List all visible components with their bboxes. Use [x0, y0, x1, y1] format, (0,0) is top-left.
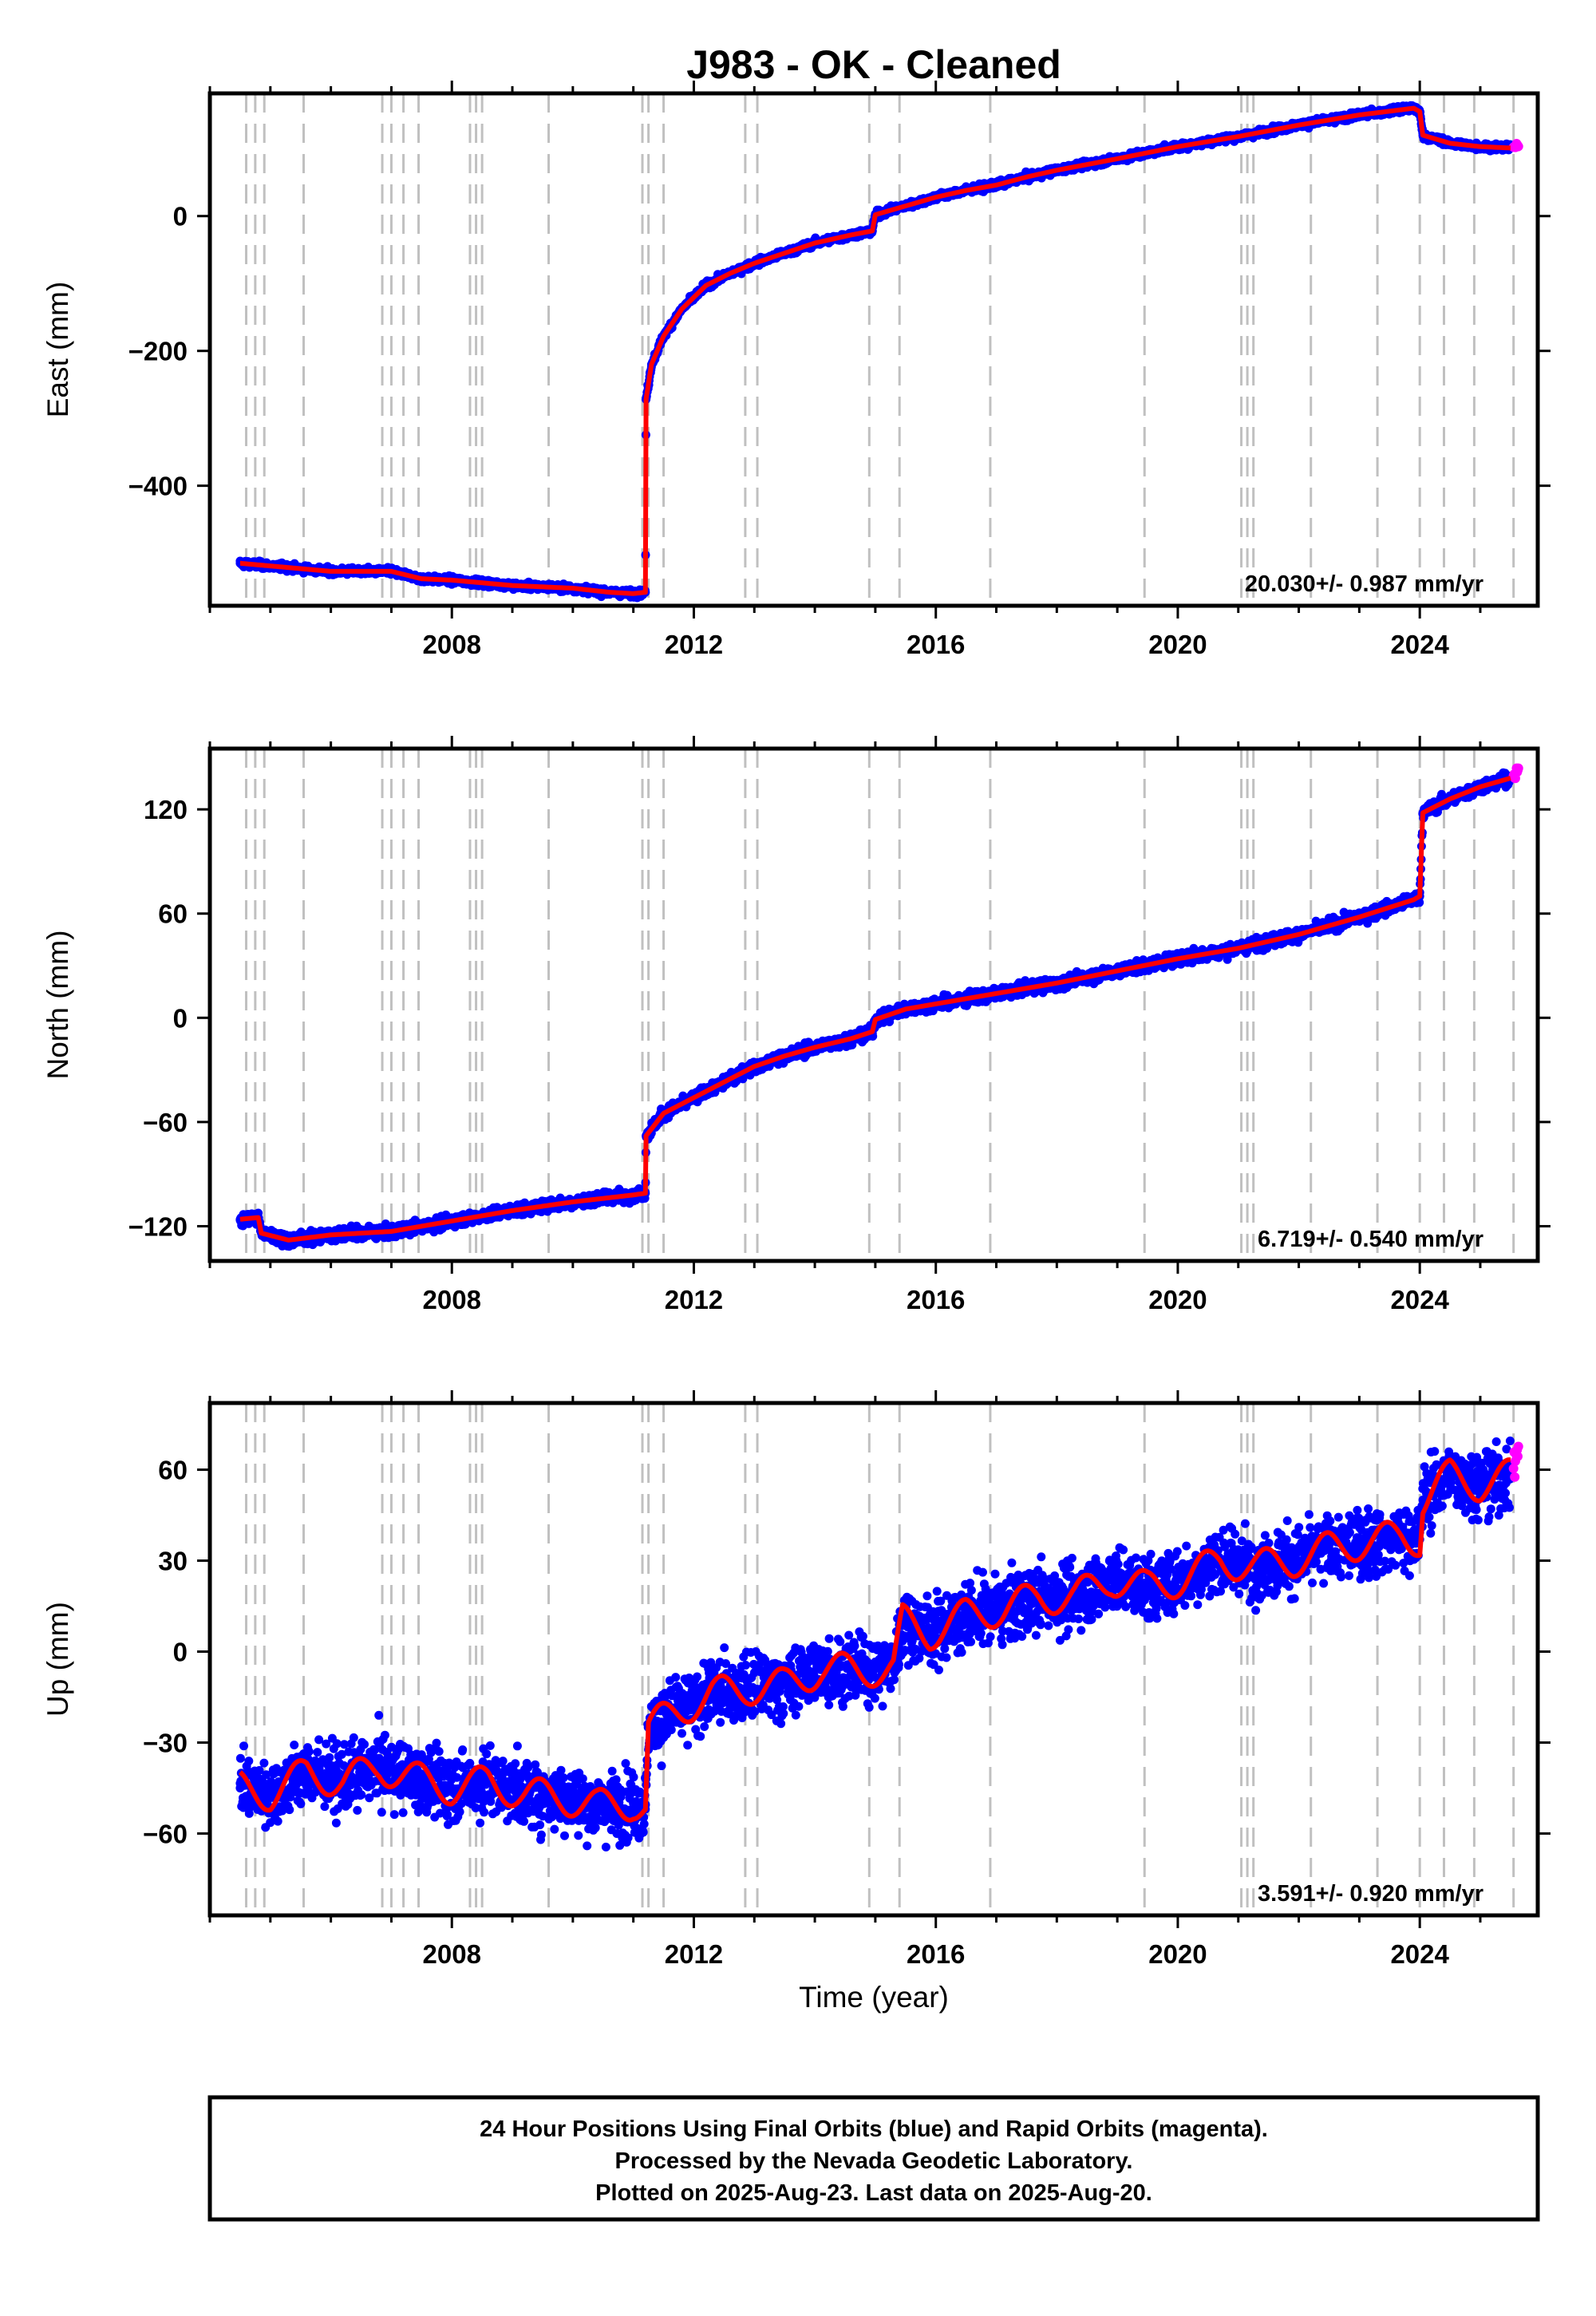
final-orbit-point — [447, 1783, 456, 1792]
final-orbit-point — [962, 1611, 971, 1620]
y-tick-label: −60 — [143, 1108, 188, 1137]
rapid-orbit-point — [1510, 1472, 1520, 1482]
x-tick-label: 2016 — [907, 1285, 965, 1314]
x-tick-label: 2008 — [423, 630, 481, 659]
panel-up: 2008 2012 2016 2020 2024 60 30 0 −30 −60 Up (mm) 3.… — [41, 1390, 1551, 1969]
data-points — [235, 1437, 1523, 1852]
x-tick-label: 2012 — [665, 1939, 723, 1969]
y-axis-label: East (mm) — [41, 282, 74, 418]
y-axis-label: Up (mm) — [41, 1602, 74, 1717]
final-orbit-point — [266, 1789, 275, 1799]
y-tick-label: −30 — [143, 1728, 188, 1757]
y-tick-label: 60 — [158, 899, 188, 929]
plot-area — [210, 749, 1538, 1261]
rapid-orbit-point — [1513, 763, 1523, 773]
rapid-orbit-point — [1513, 141, 1523, 152]
panel-frame — [207, 1401, 1540, 1918]
final-orbit-point — [592, 1801, 602, 1811]
rapid-orbit-point — [1508, 1464, 1519, 1474]
final-orbit-point — [1107, 1574, 1116, 1583]
x-tick-label: 2016 — [907, 1939, 965, 1969]
panel-frame — [207, 91, 1540, 608]
panels-group: 2008 2012 2016 2020 2024 0 −200 −400 East (mm) 20… — [41, 81, 1551, 1969]
footer-line-3: Plotted on 2025-Aug-23. Last data on 202… — [595, 2180, 1152, 2206]
final-orbit-point — [629, 1798, 638, 1808]
y-tick-label: −120 — [128, 1211, 188, 1241]
y-tick-label: −400 — [128, 472, 188, 501]
y-tick-label: 120 — [144, 795, 188, 824]
model-line — [238, 776, 1513, 1243]
final-orbit-point — [1143, 1583, 1152, 1593]
rate-annotation: 20.030+/- 0.987 mm/yr — [1245, 571, 1483, 597]
x-tick-label: 2012 — [665, 630, 723, 659]
panel-north: 2008 2012 2016 2020 2024 120 60 0 −60 −120 North (… — [41, 736, 1551, 1314]
y-tick-label: 30 — [158, 1547, 188, 1576]
rapid-orbit-point — [1512, 1451, 1523, 1461]
data-points — [235, 763, 1523, 1251]
y-tick-label: 0 — [173, 1638, 188, 1667]
final-orbit-point — [1418, 1496, 1428, 1505]
plot-area — [210, 93, 1538, 606]
x-tick-label: 2020 — [1148, 1285, 1207, 1314]
x-tick-label: 2020 — [1148, 1939, 1207, 1969]
x-axis-label: Time (year) — [799, 1981, 949, 2014]
x-tick-label: 2016 — [907, 630, 965, 659]
final-orbit-point — [1324, 1543, 1333, 1553]
final-orbit-point — [744, 1683, 753, 1693]
y-tick-label: 60 — [158, 1456, 188, 1485]
event-lines — [244, 93, 1515, 606]
x-tick-label: 2012 — [665, 1285, 723, 1314]
figure-title: J983 - OK - Cleaned — [686, 42, 1061, 87]
rate-annotation: 6.719+/- 0.540 mm/yr — [1258, 1227, 1483, 1252]
x-tick-label: 2024 — [1390, 630, 1449, 659]
model-line — [238, 105, 1513, 596]
rapid-orbit-point — [1513, 1441, 1523, 1452]
final-orbit-point — [374, 1762, 384, 1772]
final-orbit-point — [925, 1629, 934, 1638]
x-tick-label: 2020 — [1148, 630, 1207, 659]
y-tick-label: −60 — [143, 1819, 188, 1848]
final-orbit-point — [1288, 1556, 1298, 1566]
rate-annotation: 3.591+/- 0.920 mm/yr — [1258, 1881, 1483, 1907]
final-orbit-point — [1445, 1471, 1455, 1480]
footer-box — [207, 2095, 1540, 2222]
panel-east: 2008 2012 2016 2020 2024 0 −200 −400 East (mm) 20… — [41, 81, 1551, 659]
y-axis-label: North (mm) — [41, 930, 74, 1079]
final-orbit-point — [1476, 1480, 1485, 1490]
model-line — [238, 1457, 1513, 1823]
final-orbit-point — [1251, 1562, 1261, 1571]
x-tick-label: 2024 — [1390, 1939, 1449, 1969]
x-tick-label: 2008 — [423, 1285, 481, 1314]
y-tick-label: −200 — [128, 337, 188, 366]
panel-frame — [207, 746, 1540, 1263]
data-points — [235, 101, 1523, 603]
event-lines — [244, 749, 1515, 1261]
x-tick-label: 2008 — [423, 1939, 481, 1969]
final-orbit-point — [411, 1774, 421, 1784]
footer-line-1: 24 Hour Positions Using Final Orbits (bl… — [480, 2116, 1268, 2142]
final-orbit-point — [780, 1680, 789, 1690]
x-tick-label: 2024 — [1390, 1285, 1449, 1314]
footer-line-2: Processed by the Nevada Geodetic Laborat… — [615, 2148, 1133, 2174]
final-orbit-point — [235, 1783, 245, 1792]
y-tick-label: 0 — [173, 1003, 188, 1033]
y-tick-label: 0 — [173, 202, 188, 231]
